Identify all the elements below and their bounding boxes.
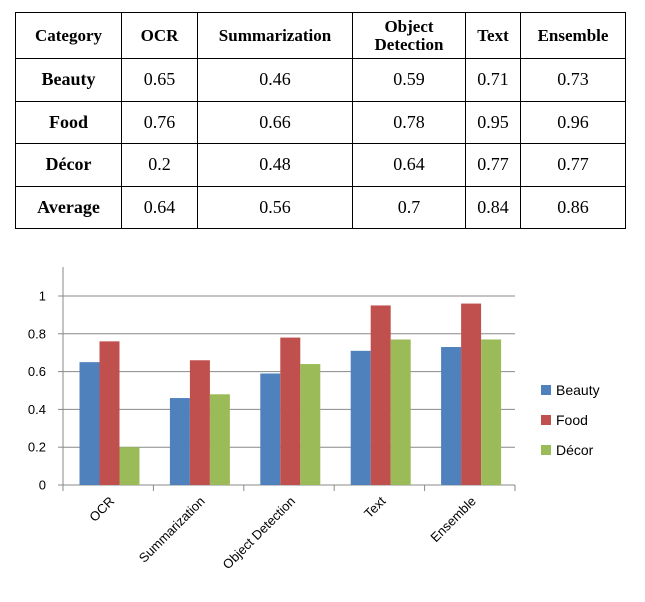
x-category-label: Text	[361, 493, 389, 521]
bar-food	[370, 305, 391, 485]
bar-beauty	[441, 347, 462, 485]
row-label: Décor	[15, 143, 122, 187]
table-row: Décor 0.2 0.48 0.64 0.77 0.77	[15, 143, 626, 187]
x-category-label: Ensemble	[427, 494, 478, 545]
y-tick-label: 0.8	[28, 326, 46, 341]
header-object-detection: Object Detection	[352, 12, 466, 59]
table-header-row: Category OCR Summarization Object Detect…	[15, 12, 626, 59]
table-cell: 0.56	[197, 185, 353, 229]
y-tick-label: 0.6	[28, 364, 46, 379]
table-cell: 0.59	[352, 58, 466, 102]
table-cell: 0.84	[465, 185, 521, 229]
results-table: Category OCR Summarization Object Detect…	[15, 12, 626, 229]
bar-dcor	[119, 447, 140, 485]
table-cell: 0.86	[520, 185, 626, 229]
table-cell: 0.71	[465, 58, 521, 102]
bar-food	[189, 360, 210, 485]
x-category-label: OCR	[86, 494, 117, 525]
table-cell: 0.65	[121, 58, 198, 102]
bar-food	[461, 303, 482, 485]
legend-label: Décor	[556, 442, 594, 458]
table-row: Average 0.64 0.56 0.7 0.84 0.86	[15, 185, 626, 229]
row-label: Beauty	[15, 58, 122, 102]
bar-beauty	[79, 362, 100, 485]
table-cell: 0.64	[121, 185, 198, 229]
header-ocr: OCR	[121, 12, 198, 59]
bar-food	[280, 337, 301, 485]
table-cell: 0.78	[352, 100, 466, 144]
bar-dcor	[209, 394, 230, 485]
y-tick-label: 0.4	[28, 402, 46, 417]
bar-dcor	[390, 339, 411, 485]
bar-dcor	[481, 339, 502, 485]
table-cell: 0.73	[520, 58, 626, 102]
bar-dcor	[300, 364, 321, 485]
header-ensemble: Ensemble	[520, 12, 626, 59]
legend-swatch	[541, 415, 551, 425]
bar-beauty	[350, 350, 371, 485]
row-label: Average	[15, 185, 122, 229]
x-category-label: Summarization	[136, 494, 208, 566]
bar-food	[99, 341, 120, 485]
table-cell: 0.76	[121, 100, 198, 144]
table-cell: 0.2	[121, 143, 198, 187]
legend-label: Food	[556, 412, 588, 428]
table-cell: 0.64	[352, 143, 466, 187]
legend-label: Beauty	[556, 382, 600, 398]
y-tick-label: 1	[39, 289, 46, 304]
bar-beauty	[260, 373, 281, 485]
header-category: Category	[15, 12, 122, 59]
x-category-label: Object Detection	[220, 494, 299, 573]
table-cell: 0.66	[197, 100, 353, 144]
table-cell: 0.7	[352, 185, 466, 229]
y-tick-label: 0	[39, 478, 46, 493]
bar-beauty	[169, 398, 190, 485]
legend-swatch	[541, 385, 551, 395]
y-tick-label: 0.2	[28, 440, 46, 455]
legend-swatch	[541, 445, 551, 455]
